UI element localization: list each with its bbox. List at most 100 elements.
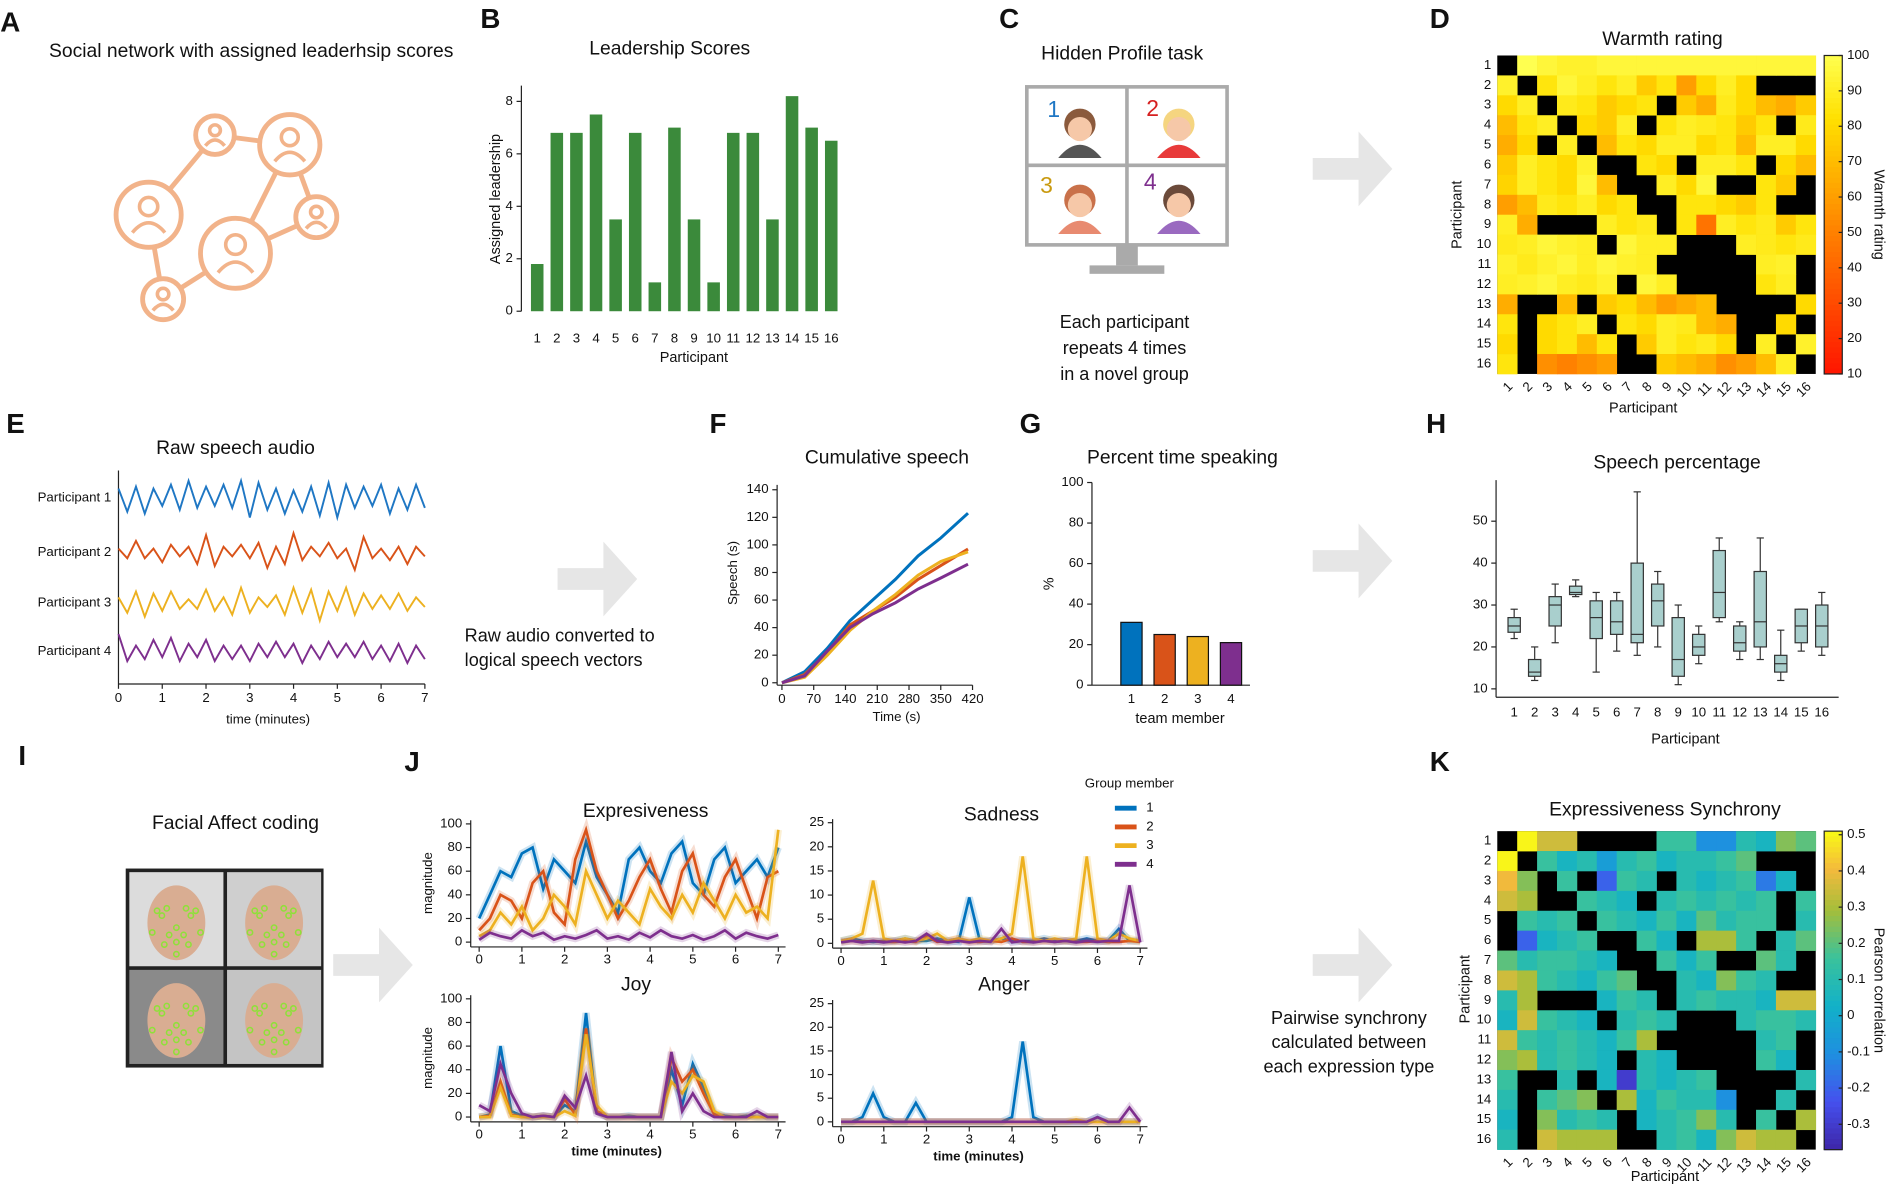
heatmap-cell xyxy=(1716,831,1737,852)
x-tick-label: 13 xyxy=(765,330,780,345)
series-line xyxy=(478,928,779,942)
heatmap-cell xyxy=(1775,234,1797,255)
heatmap-cell xyxy=(1676,990,1697,1011)
heatmap-cell xyxy=(1656,1069,1677,1091)
heatmap-cell xyxy=(1696,1089,1717,1111)
x-tick-label: 13 xyxy=(1733,379,1754,400)
heatmap-cell xyxy=(1556,1109,1578,1131)
y-tick-label: 4 xyxy=(506,198,513,213)
heatmap-cell xyxy=(1497,274,1518,295)
chart-title: Speech percentage xyxy=(1593,452,1760,473)
x-tick-label: 1 xyxy=(1500,379,1516,395)
heatmap-cell xyxy=(1537,1089,1558,1111)
heatmap-cell xyxy=(1775,254,1797,275)
heatmap-cell xyxy=(1497,1109,1518,1131)
colorbar-slice xyxy=(1824,921,1843,928)
heatmap-cell xyxy=(1616,1010,1637,1031)
y-tick-label: 15 xyxy=(809,1042,824,1057)
heatmap-cell xyxy=(1497,1089,1518,1111)
heatmap-cell xyxy=(1576,75,1598,96)
heatmap-cell xyxy=(1736,1129,1757,1150)
y-tick-label: 0 xyxy=(1076,677,1083,692)
y-tick-label: 60 xyxy=(1069,555,1084,570)
heatmap-cell xyxy=(1736,851,1757,872)
colorbar-slice xyxy=(1824,55,1843,62)
x-tick-label: 4 xyxy=(1008,1131,1015,1146)
person-head xyxy=(308,204,324,220)
heatmap-cell xyxy=(1596,1109,1618,1131)
box xyxy=(1589,600,1603,640)
box xyxy=(1527,658,1542,677)
colorbar-tick-label: 100 xyxy=(1847,47,1869,62)
heatmap-cell xyxy=(1576,1129,1598,1150)
heatmap-cell xyxy=(1676,214,1697,235)
colorbar-tick-label: 0.5 xyxy=(1847,826,1865,841)
heatmap-cell xyxy=(1636,1069,1657,1091)
heatmap-cell xyxy=(1656,294,1677,315)
heatmap-cell xyxy=(1517,1010,1538,1031)
x-tick-label: 4 xyxy=(1227,691,1234,706)
y-tick-label: 40 xyxy=(1473,555,1488,570)
x-tick-label: 0 xyxy=(837,953,844,968)
heatmap-cell xyxy=(1517,1050,1538,1071)
heatmap-cell xyxy=(1656,155,1677,176)
heatmap-cell xyxy=(1795,1069,1817,1091)
x-tick-label: 1 xyxy=(1128,691,1135,706)
x-tick-label: 5 xyxy=(689,1127,696,1142)
x-axis-label: Time (s) xyxy=(872,709,920,724)
heatmap-cell xyxy=(1756,274,1777,295)
x-tick-label: 1 xyxy=(1500,1154,1516,1170)
y-tick-label: 0 xyxy=(817,1113,824,1128)
slot-number: 1 xyxy=(1047,96,1060,122)
box xyxy=(1609,600,1624,635)
heatmap-cell xyxy=(1775,214,1797,235)
heatmap-cell xyxy=(1636,155,1657,176)
colorbar-slice xyxy=(1824,315,1843,322)
heatmap-cell xyxy=(1537,1010,1558,1031)
avatar-face xyxy=(1067,117,1092,142)
x-tick-label: 16 xyxy=(1814,704,1829,719)
person-head xyxy=(223,232,248,257)
heatmap-cell xyxy=(1676,1129,1697,1150)
x-tick-label: 6 xyxy=(632,330,639,345)
colorbar-slice xyxy=(1824,990,1843,997)
x-tick-label: 7 xyxy=(421,690,428,705)
panel-letter: C xyxy=(999,3,1019,34)
note: each expression type xyxy=(1263,1056,1434,1076)
y-tick-label: 120 xyxy=(747,509,769,524)
x-tick-label: 6 xyxy=(1599,379,1615,395)
y-tick-label: 40 xyxy=(448,886,463,901)
heatmap-cell xyxy=(1517,1030,1538,1051)
box xyxy=(1712,549,1726,619)
person-body xyxy=(130,221,167,234)
landmark xyxy=(256,1009,264,1017)
chart-title: Cumulative speech xyxy=(805,447,969,468)
heatmap-cell xyxy=(1716,930,1737,951)
colorbar-slice xyxy=(1824,857,1843,864)
y-tick-label: 13 xyxy=(1476,296,1491,311)
colorbar-slice xyxy=(1824,1027,1843,1034)
heatmap-cell xyxy=(1636,1089,1657,1111)
heatmap-cell xyxy=(1497,970,1518,991)
x-tick-label: 15 xyxy=(1773,379,1794,400)
heatmap-cell xyxy=(1537,1050,1558,1071)
y-tick-label: 20 xyxy=(809,838,824,853)
x-tick-label: 2 xyxy=(1161,691,1168,706)
heatmap-cell xyxy=(1656,1089,1677,1111)
y-tick-label: 13 xyxy=(1476,1071,1491,1086)
heatmap-cell xyxy=(1656,115,1677,136)
colorbar-tick-label: 60 xyxy=(1847,189,1862,204)
heatmap-cell xyxy=(1736,870,1757,892)
heatmap-cell xyxy=(1716,1129,1737,1150)
heatmap-cell xyxy=(1616,234,1637,255)
y-tick-label: 1 xyxy=(1484,833,1491,848)
heatmap-cell xyxy=(1795,930,1817,951)
x-tick-label: 2 xyxy=(202,690,209,705)
x-tick-label: 7 xyxy=(1619,1154,1635,1170)
colorbar-label: Warmth rating xyxy=(1871,170,1887,260)
bar xyxy=(746,132,760,312)
colorbar-slice xyxy=(1824,953,1843,960)
x-tick-label: 2 xyxy=(561,1127,568,1142)
landmark xyxy=(261,904,268,912)
